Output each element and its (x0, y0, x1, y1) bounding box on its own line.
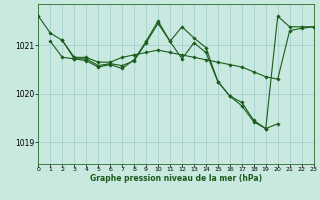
X-axis label: Graphe pression niveau de la mer (hPa): Graphe pression niveau de la mer (hPa) (90, 174, 262, 183)
